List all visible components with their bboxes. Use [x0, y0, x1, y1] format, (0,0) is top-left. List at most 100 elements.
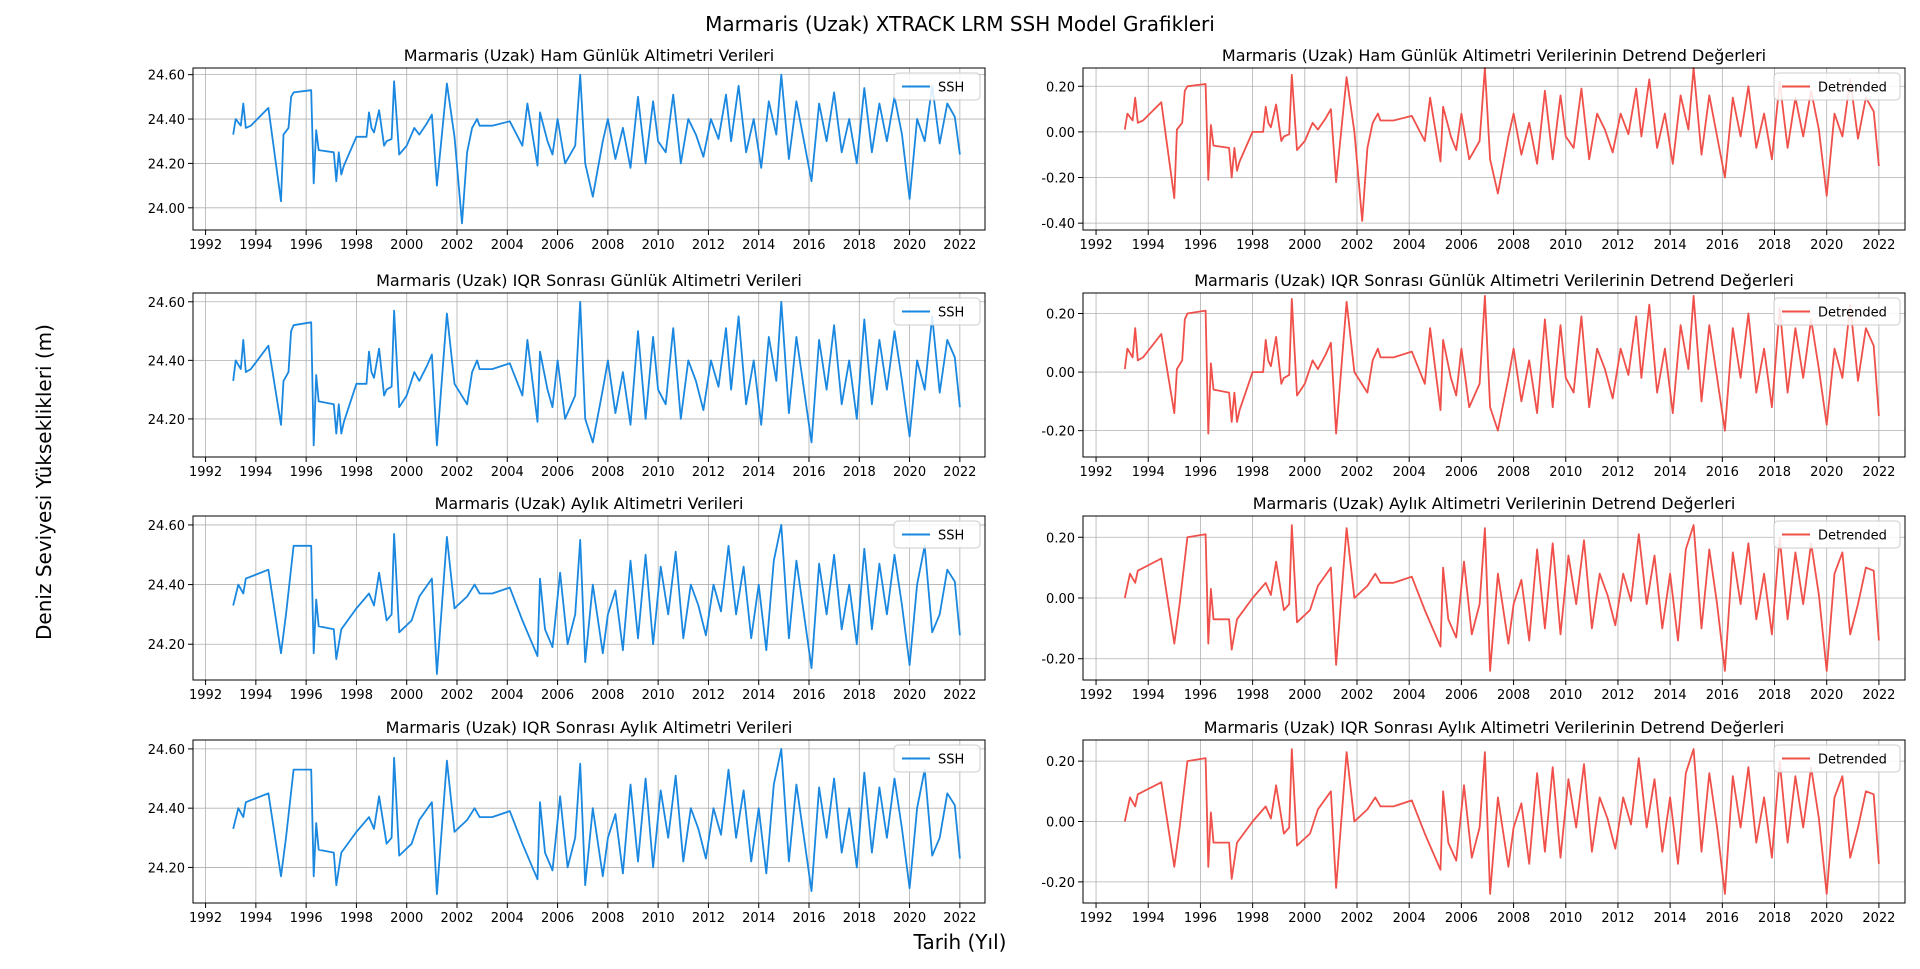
- x-tick-label: 1996: [290, 465, 323, 480]
- x-tick-label: 1992: [189, 465, 222, 480]
- y-tick-label: 0.20: [1046, 531, 1075, 546]
- x-tick-label: 2012: [1601, 911, 1634, 926]
- x-tick-label: 2012: [1601, 465, 1634, 480]
- x-tick-label: 1992: [1080, 688, 1113, 703]
- x-tick-label: 2016: [1706, 465, 1739, 480]
- x-tick-label: 2016: [1706, 238, 1739, 253]
- x-tick-label: 2004: [491, 911, 524, 926]
- plot-frame: [192, 292, 986, 458]
- figure-x-label: Tarih (Yıl): [913, 930, 1007, 954]
- x-tick-label: 2020: [893, 688, 926, 703]
- legend-label: Detrended: [1818, 753, 1887, 768]
- legend-label: SSH: [938, 81, 964, 96]
- y-tick-label: 24.40: [148, 579, 185, 594]
- y-tick-label: -0.20: [1041, 653, 1075, 668]
- x-tick-label: 2002: [1340, 911, 1373, 926]
- legend-label: SSH: [938, 306, 964, 321]
- chart-panel: Marmaris (Uzak) IQR Sonrası Aylık Altime…: [1041, 718, 1906, 926]
- x-tick-label: 2018: [1758, 465, 1791, 480]
- y-tick-label: 24.20: [148, 413, 185, 428]
- x-tick-label: 2022: [1862, 911, 1895, 926]
- chart-title: Marmaris (Uzak) Aylık Altimetri Verileri: [435, 494, 744, 513]
- y-tick-label: 24.00: [148, 202, 185, 217]
- x-tick-label: 2002: [440, 911, 473, 926]
- x-tick-label: 2008: [1497, 238, 1530, 253]
- y-tick-label: 24.40: [148, 113, 185, 128]
- chart-panel: Marmaris (Uzak) IQR Sonrası Günlük Altim…: [1041, 271, 1906, 480]
- series-line: [232, 524, 961, 675]
- x-tick-label: 2022: [1862, 238, 1895, 253]
- x-tick-label: 2006: [541, 465, 574, 480]
- x-tick-label: 2002: [1340, 465, 1373, 480]
- legend-label: Detrended: [1818, 529, 1887, 544]
- x-tick-label: 2002: [1340, 238, 1373, 253]
- legend: Detrended: [1773, 297, 1901, 326]
- x-tick-label: 2018: [843, 688, 876, 703]
- x-tick-label: 1996: [1184, 688, 1217, 703]
- chart-panel: Marmaris (Uzak) Ham Günlük Altimetri Ver…: [1041, 46, 1906, 253]
- x-tick-label: 2010: [1549, 911, 1582, 926]
- y-tick-label: -0.20: [1041, 172, 1075, 187]
- y-tick-label: 0.00: [1046, 366, 1075, 381]
- x-tick-label: 1996: [1184, 911, 1217, 926]
- x-tick-label: 2000: [1288, 911, 1321, 926]
- series-line: [232, 748, 961, 895]
- x-tick-label: 2022: [1862, 688, 1895, 703]
- x-tick-label: 1994: [239, 465, 272, 480]
- x-tick-label: 2022: [1862, 465, 1895, 480]
- plot-frame: [1082, 739, 1906, 904]
- x-tick-label: 2016: [792, 238, 825, 253]
- x-tick-label: 2006: [541, 238, 574, 253]
- x-tick-label: 1994: [1132, 688, 1165, 703]
- legend-box: [893, 72, 981, 101]
- legend-box: [1773, 744, 1901, 773]
- x-tick-label: 2016: [792, 911, 825, 926]
- x-tick-label: 1996: [290, 238, 323, 253]
- legend-label: SSH: [938, 529, 964, 544]
- x-tick-label: 2012: [1601, 238, 1634, 253]
- x-tick-label: 2014: [1654, 238, 1687, 253]
- x-tick-label: 2004: [491, 465, 524, 480]
- chart-title: Marmaris (Uzak) IQR Sonrası Aylık Altime…: [386, 718, 793, 737]
- x-tick-label: 2014: [742, 238, 775, 253]
- x-tick-label: 2008: [591, 911, 624, 926]
- x-tick-label: 2008: [591, 465, 624, 480]
- y-tick-label: 24.60: [148, 296, 185, 311]
- x-tick-label: 2000: [390, 688, 423, 703]
- y-tick-label: 24.60: [148, 519, 185, 534]
- x-tick-label: 1998: [340, 465, 373, 480]
- y-tick-label: 0.20: [1046, 755, 1075, 770]
- x-tick-label: 2006: [1445, 465, 1478, 480]
- y-tick-label: 24.60: [148, 743, 185, 758]
- plot-frame: [192, 739, 986, 904]
- x-tick-label: 2004: [1393, 911, 1426, 926]
- x-tick-label: 1996: [290, 911, 323, 926]
- legend: Detrended: [1773, 72, 1901, 101]
- legend-label: Detrended: [1818, 81, 1887, 96]
- x-tick-label: 2020: [1810, 688, 1843, 703]
- x-tick-label: 2020: [893, 465, 926, 480]
- x-tick-label: 2022: [943, 911, 976, 926]
- legend: SSH: [893, 520, 981, 549]
- x-tick-label: 2022: [943, 238, 976, 253]
- y-tick-label: 0.00: [1046, 126, 1075, 141]
- x-tick-label: 2014: [1654, 688, 1687, 703]
- y-tick-label: 24.20: [148, 638, 185, 653]
- x-tick-label: 2006: [1445, 238, 1478, 253]
- x-tick-label: 2010: [642, 688, 675, 703]
- chart-panel: Marmaris (Uzak) IQR Sonrası Günlük Altim…: [148, 271, 986, 480]
- x-tick-label: 2016: [1706, 911, 1739, 926]
- series-line: [1123, 524, 1880, 672]
- x-tick-label: 2006: [1445, 911, 1478, 926]
- x-tick-label: 2018: [843, 238, 876, 253]
- x-tick-label: 2004: [1393, 238, 1426, 253]
- plot-frame: [192, 67, 986, 231]
- chart-title: Marmaris (Uzak) IQR Sonrası Günlük Altim…: [376, 271, 802, 290]
- legend: Detrended: [1773, 520, 1901, 549]
- y-tick-label: 24.40: [148, 354, 185, 369]
- x-tick-label: 2020: [1810, 465, 1843, 480]
- x-tick-label: 1992: [189, 238, 222, 253]
- chart-title: Marmaris (Uzak) Ham Günlük Altimetri Ver…: [404, 46, 774, 65]
- series-line: [232, 73, 961, 225]
- x-tick-label: 2016: [792, 465, 825, 480]
